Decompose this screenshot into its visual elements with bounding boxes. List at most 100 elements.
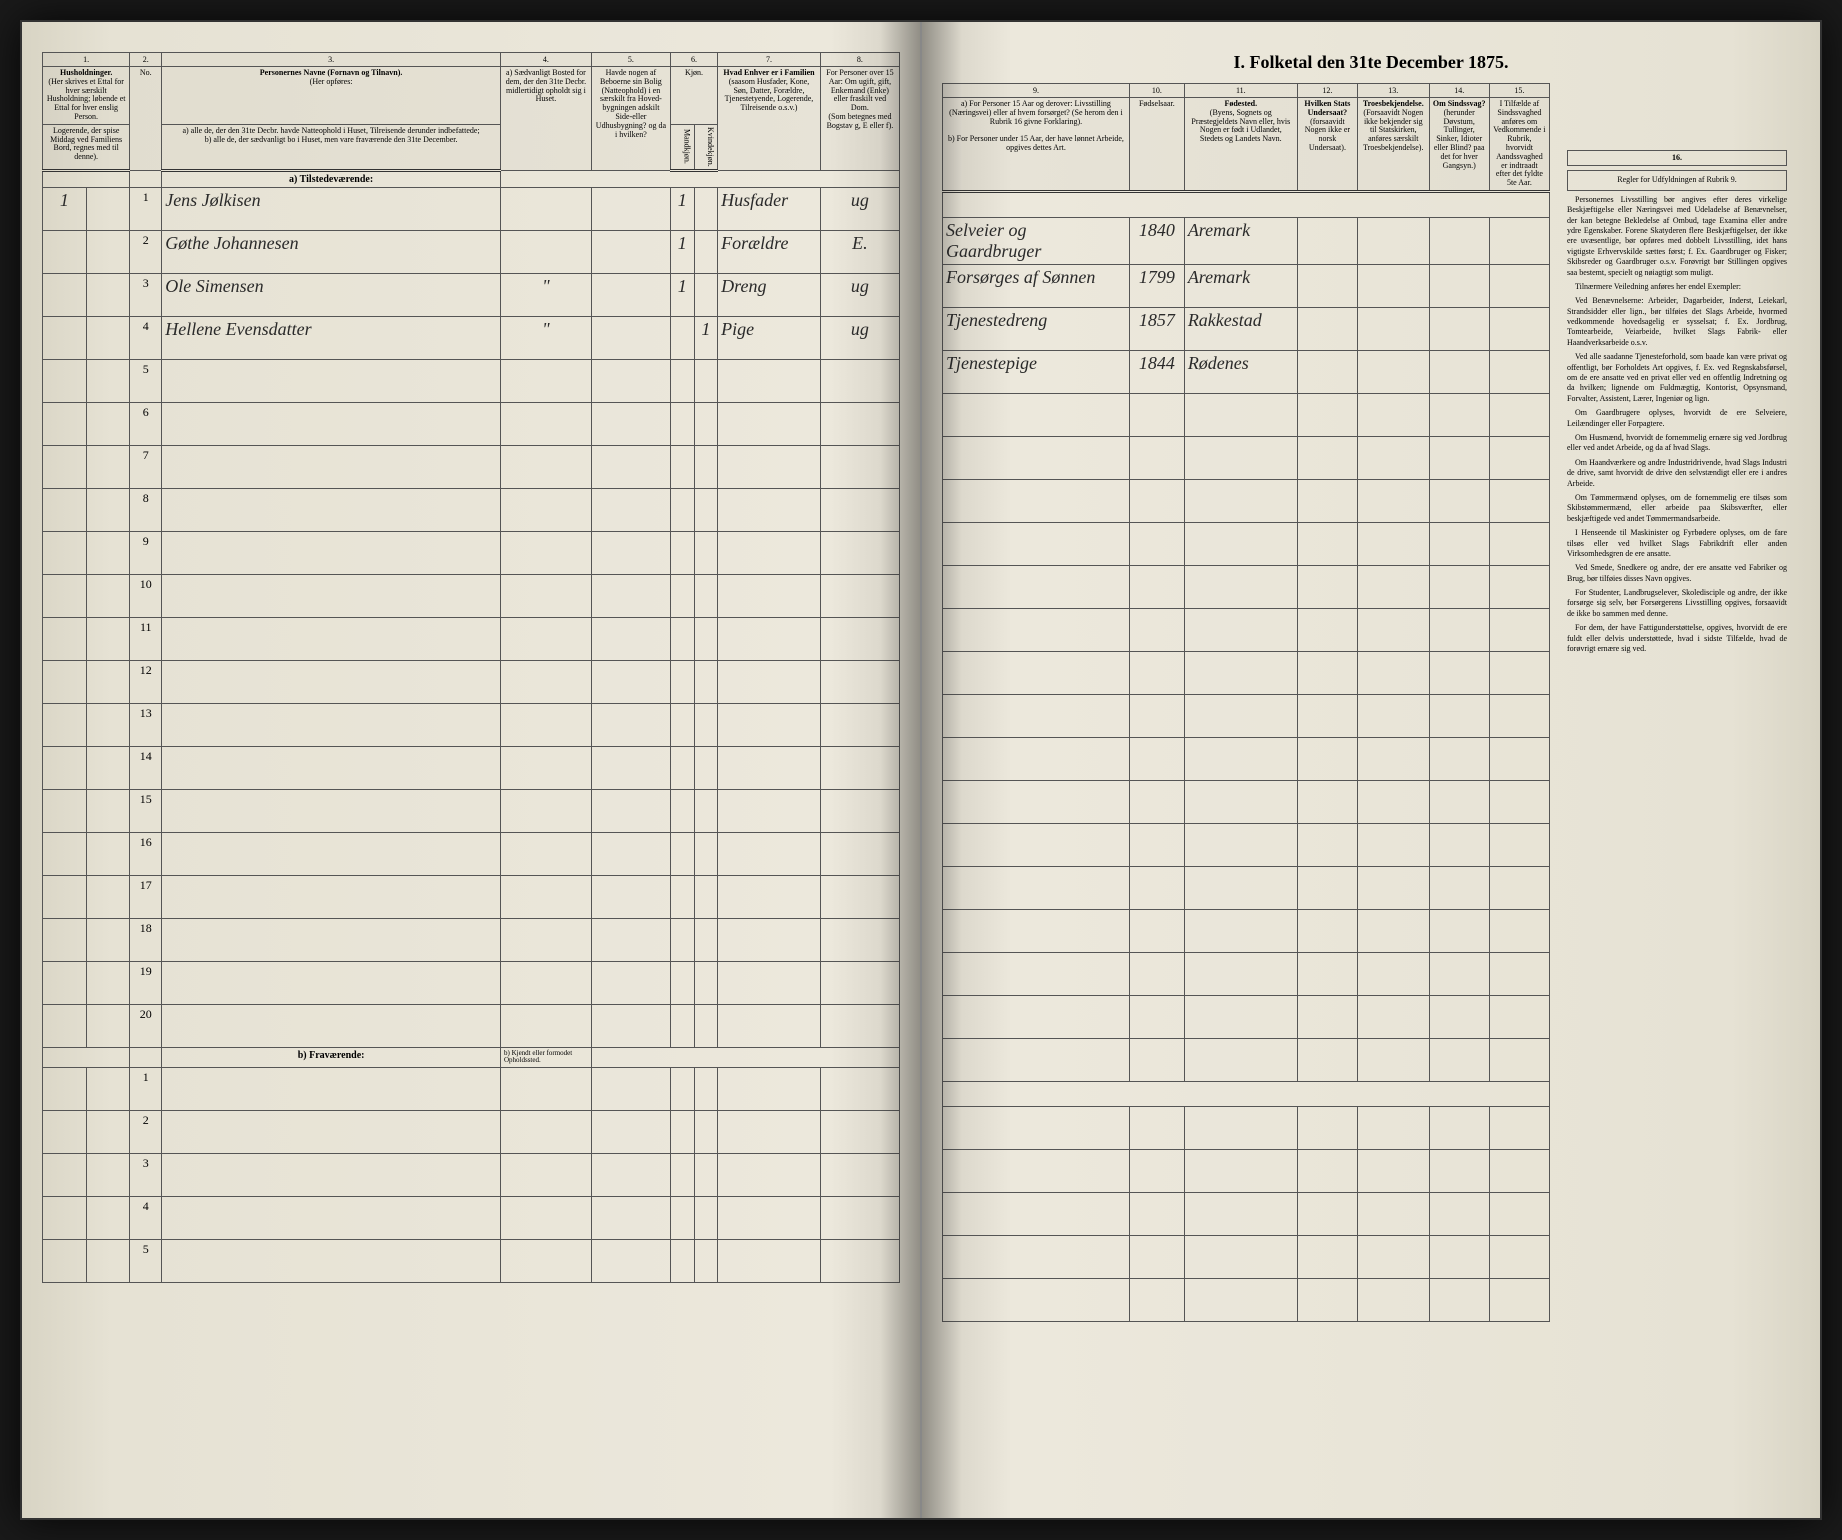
instruction-paragraph: Om Gaardbrugere oplyses, hvorvidt de ere… [1567, 408, 1787, 429]
table-row [943, 522, 1550, 565]
instruction-paragraph: Om Tømmermænd oplyses, om de fornemmelig… [1567, 493, 1787, 524]
table-row: Tjenestedreng 1857 Rakkestad [943, 307, 1550, 350]
header-6k: Kvindekjøn. [694, 124, 718, 170]
table-row: 20 [43, 1004, 900, 1047]
instruction-paragraph: Tilnærmere Veiledning anføres her endel … [1567, 282, 1787, 292]
table-row: 1 1 Jens Jølkisen 1 Husfader ug [43, 187, 900, 230]
right-page: I. Folketal den 31te December 1875. 9. 1… [922, 22, 1820, 1518]
header-10: Fødselsaar. [1129, 98, 1184, 192]
census-table-right: 9. 10. 11. 12. 13. 14. 15. a) For Person… [942, 83, 1550, 1322]
table-row: 5 [43, 1239, 900, 1282]
header-6: Kjøn. [670, 67, 717, 125]
census-table-left: 1. 2. 3. 4. 5. 6. 7. 8. Husholdninger. (… [42, 52, 900, 1283]
instruction-paragraph: Ved Benævnelserne: Arbeider, Dagarbeider… [1567, 296, 1787, 348]
section-a-label: a) Tilstedeværende: [162, 170, 501, 187]
table-row: 17 [43, 875, 900, 918]
table-row: 5 [43, 359, 900, 402]
table-row [943, 436, 1550, 479]
table-row [943, 780, 1550, 823]
instruction-paragraph: I Henseende til Maskinister og Fyrbødere… [1567, 528, 1787, 559]
instructions-column: 16. Regler for Udfyldningen af Rubrik 9.… [1559, 142, 1795, 666]
table-row: 2 [43, 1110, 900, 1153]
col-7: 7. [718, 53, 821, 67]
table-row [943, 1106, 1550, 1149]
col-16-header: Regler for Udfyldningen af Rubrik 9. [1567, 170, 1787, 190]
instruction-paragraph: For Studenter, Landbrugselever, Skoledis… [1567, 588, 1787, 619]
table-row [943, 737, 1550, 780]
table-row: 11 [43, 617, 900, 660]
table-row: 18 [43, 918, 900, 961]
col-1: 1. [43, 53, 130, 67]
empty-rows-a: 567891011121314151617181920 [43, 359, 900, 1047]
section-b-label: b) Fraværende: [162, 1047, 501, 1067]
table-row: 3 Ole Simensen " 1 Dreng ug [43, 273, 900, 316]
header-14: Om Sindssvag? (herunder Døvstum, Tulling… [1429, 98, 1489, 192]
header-3: Personernes Navne (Fornavn og Tilnavn). … [162, 67, 501, 125]
table-row: 7 [43, 445, 900, 488]
col-2: 2. [130, 53, 162, 67]
left-page: 1. 2. 3. 4. 5. 6. 7. 8. Husholdninger. (… [22, 22, 922, 1518]
col-4: 4. [500, 53, 591, 67]
table-row [943, 479, 1550, 522]
header-7: Hvad Enhver er i Familien (saasom Husfad… [718, 67, 821, 171]
empty-rows-b-right [943, 1106, 1550, 1321]
instruction-paragraph: Ved alle saadanne Tjenesteforhold, som b… [1567, 352, 1787, 404]
header-9: a) For Personer 15 Aar og derover: Livss… [943, 98, 1130, 192]
instruction-paragraph: Om Husmænd, hvorvidt de fornemmelig ernæ… [1567, 433, 1787, 454]
empty-rows-a-right [943, 393, 1550, 1081]
table-row: 15 [43, 789, 900, 832]
table-row [943, 651, 1550, 694]
table-row: 4 Hellene Evensdatter " 1 Pige ug [43, 316, 900, 359]
table-row: 19 [43, 961, 900, 1004]
instruction-paragraph: Personernes Livsstilling bør angives eft… [1567, 195, 1787, 278]
col-11: 11. [1184, 84, 1297, 98]
instruction-paragraph: For dem, der have Fattigunderstøttelse, … [1567, 623, 1787, 654]
col-5: 5. [591, 53, 670, 67]
table-row [943, 1235, 1550, 1278]
data-rows: 1 1 Jens Jølkisen 1 Husfader ug 2 Gøthe … [43, 187, 900, 359]
table-row [943, 608, 1550, 651]
table-row: 8 [43, 488, 900, 531]
table-row: 13 [43, 703, 900, 746]
header-11: Fødested. (Byens, Sognets og Præstegjeld… [1184, 98, 1297, 192]
table-row: Selveier og Gaardbruger 1840 Aremark [943, 217, 1550, 264]
header-5: Havde nogen af Beboerne sin Bolig (Natte… [591, 67, 670, 171]
header-4b: b) Kjendt eller formodet Opholdssted. [500, 1047, 591, 1067]
table-row: 9 [43, 531, 900, 574]
header-13: Troesbekjendelse. (Forsaavidt Nogen ikke… [1357, 98, 1429, 192]
table-row [943, 565, 1550, 608]
header-3ab: a) alle de, der den 31te Decbr. havde Na… [162, 124, 501, 170]
table-row [943, 952, 1550, 995]
table-row: 6 [43, 402, 900, 445]
table-row [943, 1192, 1550, 1235]
table-row [943, 995, 1550, 1038]
header-12: Hvilken Stats Undersaat? (forsaavidt Nog… [1297, 98, 1357, 192]
col-14: 14. [1429, 84, 1489, 98]
header-15: I Tilfælde af Sindssvaghed anføres om Ve… [1489, 98, 1549, 192]
table-row [943, 823, 1550, 866]
instruction-paragraph: Om Haandværkere og andre Industridrivend… [1567, 458, 1787, 489]
col-10: 10. [1129, 84, 1184, 98]
census-book: 1. 2. 3. 4. 5. 6. 7. 8. Husholdninger. (… [20, 20, 1822, 1520]
table-row [943, 909, 1550, 952]
col-3: 3. [162, 53, 501, 67]
table-row [943, 1038, 1550, 1081]
instructions-body: Personernes Livsstilling bør angives eft… [1567, 195, 1787, 655]
table-row [943, 1278, 1550, 1321]
header-1: Husholdninger. (Her skrives et Ettal for… [43, 67, 130, 125]
table-row: 10 [43, 574, 900, 617]
col-9: 9. [943, 84, 1130, 98]
header-2: No. [130, 67, 162, 171]
col-16-num: 16. [1567, 150, 1787, 166]
empty-rows-b: 12345 [43, 1067, 900, 1282]
table-row [943, 1149, 1550, 1192]
col-15: 15. [1489, 84, 1549, 98]
header-4: a) Sædvanligt Bosted for dem, der den 31… [500, 67, 591, 171]
table-row [943, 393, 1550, 436]
table-row: 4 [43, 1196, 900, 1239]
census-title: I. Folketal den 31te December 1875. [942, 52, 1800, 73]
header-1b: Logerende, der spise Middag ved Familien… [43, 124, 130, 170]
table-row [943, 694, 1550, 737]
table-row: Forsørges af Sønnen 1799 Aremark [943, 264, 1550, 307]
col-12: 12. [1297, 84, 1357, 98]
